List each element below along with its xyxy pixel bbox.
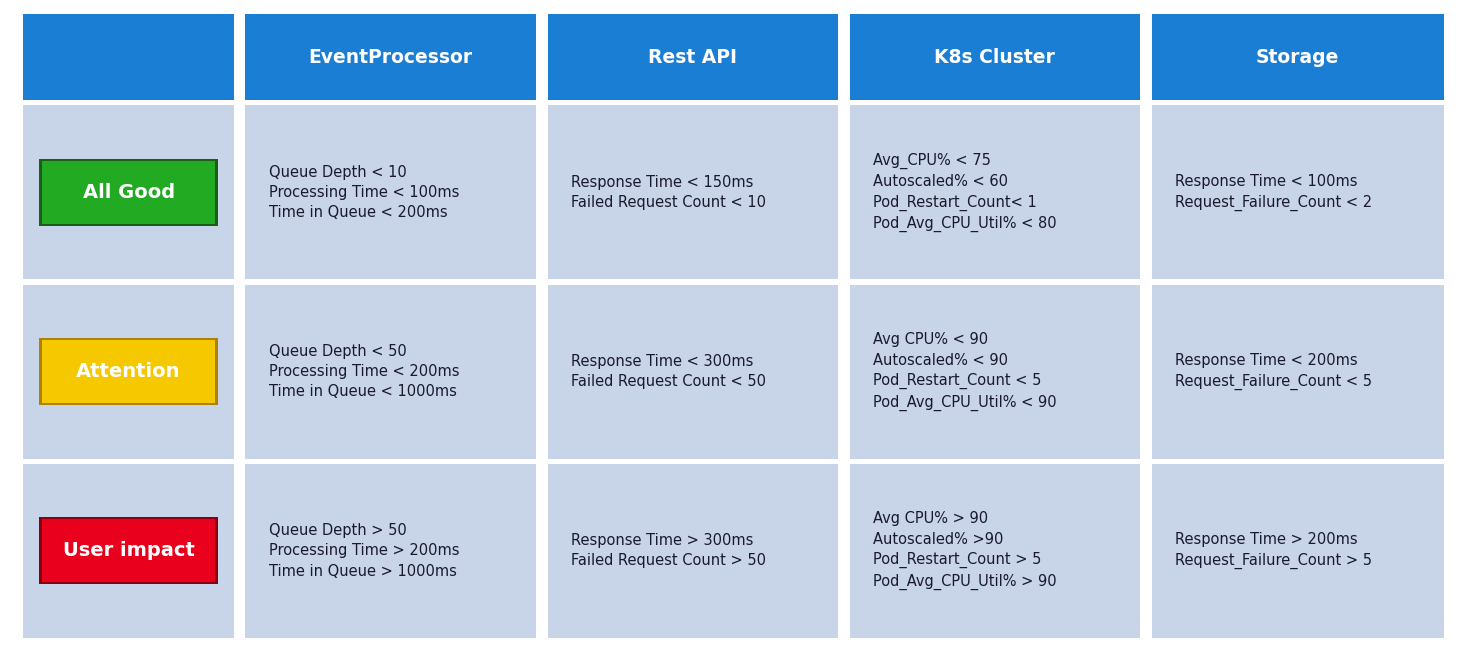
Text: EventProcessor: EventProcessor: [308, 48, 472, 67]
FancyBboxPatch shape: [23, 14, 233, 100]
FancyBboxPatch shape: [23, 464, 233, 638]
Text: Queue Depth < 50
Processing Time < 200ms
Time in Queue < 1000ms: Queue Depth < 50 Processing Time < 200ms…: [268, 344, 459, 400]
Text: Response Time < 200ms
Request_Failure_Count < 5: Response Time < 200ms Request_Failure_Co…: [1175, 353, 1372, 390]
Text: Response Time < 150ms
Failed Request Count < 10: Response Time < 150ms Failed Request Cou…: [571, 175, 766, 210]
Text: Avg_CPU% < 75
Autoscaled% < 60
Pod_Restart_Count< 1
Pod_Avg_CPU_Util% < 80: Avg_CPU% < 75 Autoscaled% < 60 Pod_Resta…: [873, 153, 1056, 232]
Text: Rest API: Rest API: [648, 48, 738, 67]
FancyBboxPatch shape: [1152, 464, 1444, 638]
Text: Avg CPU% > 90
Autoscaled% >90
Pod_Restart_Count > 5
Pod_Avg_CPU_Util% > 90: Avg CPU% > 90 Autoscaled% >90 Pod_Restar…: [873, 511, 1056, 590]
FancyBboxPatch shape: [1152, 14, 1444, 100]
Text: Storage: Storage: [1256, 48, 1339, 67]
Text: All Good: All Good: [82, 183, 175, 202]
FancyBboxPatch shape: [23, 106, 233, 280]
FancyBboxPatch shape: [43, 520, 214, 582]
Text: Response Time < 100ms
Request_Failure_Count < 2: Response Time < 100ms Request_Failure_Co…: [1175, 174, 1372, 211]
FancyBboxPatch shape: [849, 106, 1140, 280]
Text: Response Time > 200ms
Request_Failure_Count > 5: Response Time > 200ms Request_Failure_Co…: [1175, 533, 1372, 569]
FancyBboxPatch shape: [547, 106, 838, 280]
FancyBboxPatch shape: [849, 285, 1140, 458]
Text: User impact: User impact: [63, 541, 195, 560]
Text: Queue Depth > 50
Processing Time > 200ms
Time in Queue > 1000ms: Queue Depth > 50 Processing Time > 200ms…: [268, 523, 459, 578]
FancyBboxPatch shape: [40, 338, 217, 405]
FancyBboxPatch shape: [245, 285, 535, 458]
Text: Avg CPU% < 90
Autoscaled% < 90
Pod_Restart_Count < 5
Pod_Avg_CPU_Util% < 90: Avg CPU% < 90 Autoscaled% < 90 Pod_Resta…: [873, 333, 1056, 411]
FancyBboxPatch shape: [1152, 106, 1444, 280]
Text: Attention: Attention: [76, 362, 180, 381]
FancyBboxPatch shape: [40, 518, 217, 584]
FancyBboxPatch shape: [245, 14, 535, 100]
Text: Queue Depth < 10
Processing Time < 100ms
Time in Queue < 200ms: Queue Depth < 10 Processing Time < 100ms…: [268, 164, 459, 220]
FancyBboxPatch shape: [849, 464, 1140, 638]
Text: Response Time > 300ms
Failed Request Count > 50: Response Time > 300ms Failed Request Cou…: [571, 533, 766, 569]
FancyBboxPatch shape: [43, 340, 214, 403]
FancyBboxPatch shape: [547, 464, 838, 638]
FancyBboxPatch shape: [245, 106, 535, 280]
FancyBboxPatch shape: [43, 161, 214, 224]
Text: K8s Cluster: K8s Cluster: [934, 48, 1055, 67]
FancyBboxPatch shape: [23, 285, 233, 458]
FancyBboxPatch shape: [40, 159, 217, 226]
FancyBboxPatch shape: [849, 14, 1140, 100]
FancyBboxPatch shape: [547, 14, 838, 100]
FancyBboxPatch shape: [547, 285, 838, 458]
FancyBboxPatch shape: [1152, 285, 1444, 458]
FancyBboxPatch shape: [245, 464, 535, 638]
Text: Response Time < 300ms
Failed Request Count < 50: Response Time < 300ms Failed Request Cou…: [571, 354, 766, 389]
